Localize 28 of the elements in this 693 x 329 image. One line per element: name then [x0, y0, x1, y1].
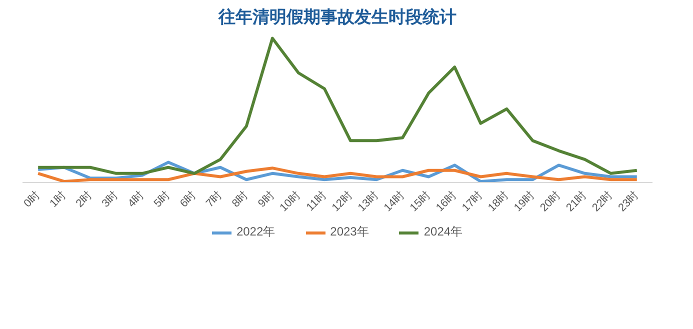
- x-tick-label: 12时: [329, 188, 355, 214]
- x-tick-label: 22时: [589, 188, 616, 214]
- x-tick-label: 19时: [511, 188, 537, 214]
- legend-label: 2023年: [330, 224, 369, 240]
- x-tick-label: 5时: [151, 188, 173, 210]
- x-tick-label: 9时: [255, 188, 277, 210]
- x-tick-label: 17时: [459, 188, 485, 214]
- x-tick-label: 14时: [381, 188, 407, 214]
- x-tick-label: 6时: [177, 188, 199, 210]
- x-tick-label: 0时: [21, 188, 42, 210]
- x-tick-label: 21时: [563, 188, 590, 214]
- x-tick-label: 2时: [73, 188, 94, 210]
- x-tick-label: 15时: [407, 188, 433, 214]
- legend-label: 2022年: [236, 224, 276, 240]
- x-tick-label: 11时: [304, 188, 329, 214]
- x-tick-label: 16时: [433, 188, 459, 214]
- x-tick-label: 1时: [47, 188, 68, 210]
- x-tick-label: 13时: [355, 188, 381, 214]
- x-tick-label: 10时: [277, 188, 303, 214]
- x-tick-label: 20时: [537, 188, 564, 214]
- chart-title: 往年清明假期事故发生时段统计: [218, 8, 456, 28]
- x-tick-label: 8时: [229, 188, 251, 210]
- x-tick-label: 18时: [485, 188, 511, 214]
- x-tick-label: 3时: [99, 188, 120, 210]
- x-tick-label: 23时: [616, 188, 642, 214]
- x-tick-label: 4时: [125, 188, 146, 210]
- x-tick-label: 7时: [203, 188, 225, 210]
- legend-label: 2024年: [424, 224, 463, 240]
